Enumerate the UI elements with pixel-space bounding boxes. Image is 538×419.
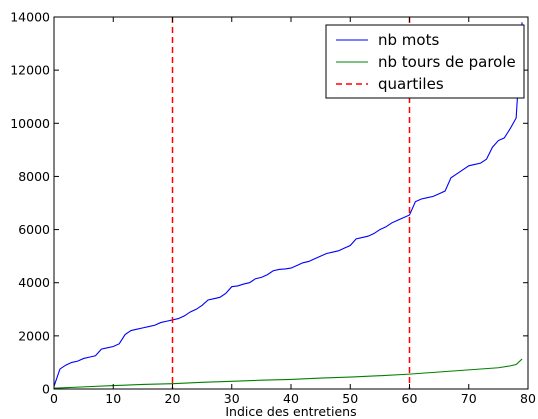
legend: nb mots nb tours de parole quartiles: [325, 24, 525, 99]
x-tick-label: 30: [224, 391, 240, 406]
x-tick-label: 10: [105, 391, 121, 406]
y-tick-label: 6000: [18, 222, 50, 237]
y-tick-label: 8000: [18, 169, 50, 184]
x-tick-label: 50: [342, 391, 358, 406]
legend-label-1: nb mots: [378, 31, 439, 49]
legend-label-2: nb tours de parole: [378, 53, 516, 71]
legend-label-3: quartiles: [378, 75, 444, 93]
y-tick-label: 10000: [10, 116, 50, 131]
y-tick-label: 14000: [10, 10, 50, 25]
x-tick-label: 80: [520, 391, 536, 406]
y-tick-label: 0: [42, 382, 50, 397]
x-tick-label: 70: [461, 391, 477, 406]
series-line-2: [54, 358, 523, 389]
y-tick-label: 2000: [18, 328, 50, 343]
y-tick-label: 12000: [10, 63, 50, 78]
series-line-1: [54, 22, 523, 387]
y-tick-label: 4000: [18, 275, 50, 290]
x-tick-label: 40: [283, 391, 299, 406]
plot-axes: 0 10 20 30 40 50 60 70 80 0 2000 4000 6000 8000 10000 1…: [10, 10, 536, 407]
x-axis-label: Indice des entretiens: [225, 404, 356, 419]
x-tick-label: 20: [165, 391, 181, 406]
x-tick-label: 0: [50, 391, 58, 406]
x-tick-label: 60: [402, 391, 418, 406]
